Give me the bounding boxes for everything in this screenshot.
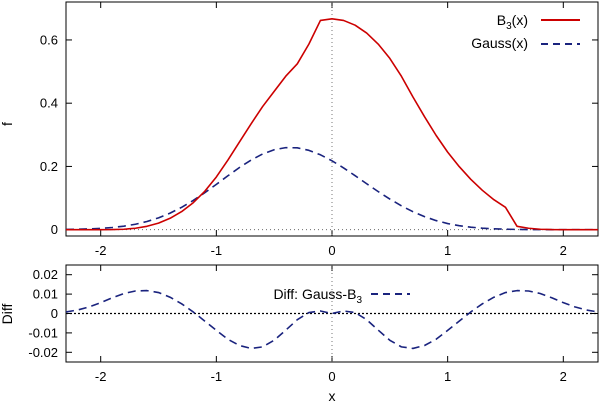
series-line-gauss [66,146,598,231]
bottom-y-axis-label: Diff [0,304,15,325]
top-y-axis-label: f [0,122,15,126]
y-tick-label-bottom-0: -0.02 [28,345,58,360]
x-tick-label-bottom-4: 2 [560,369,567,384]
series-line-b3 [66,18,598,231]
x-tick-label-top-3: 1 [444,243,451,258]
y-tick-label-top-1: 0.2 [40,159,58,174]
y-tick-label-top-0: 0 [51,222,58,237]
y-tick-label-bottom-4: 0.02 [33,267,58,282]
panel-bottom-plot: Diff x Diff: Gauss-B3 -2 -1 0 1 2 -0.02 -0.01 0… [0,264,599,404]
x-tick-label-bottom-1: -1 [211,369,223,384]
x-tick-label-top-4: 2 [560,243,567,258]
x-tick-label-bottom-0: -2 [95,369,107,384]
x-tick-label-bottom-3: 1 [444,369,451,384]
legend-label-b3: B3(x) [497,12,528,32]
y-tick-label-bottom-1: -0.01 [28,325,58,340]
legend-bottom: Diff: Gauss-B3 [273,286,410,306]
legend-top: B3(x) Gauss(x) [471,12,580,51]
y-tick-label-bottom-2: 0 [51,306,58,321]
x-tick-label-top-2: 0 [328,243,335,258]
x-tick-label-top-0: -2 [95,243,107,258]
panel-top-plot: f B3(x) Gauss(x) -2 -1 0 1 2 0 0.2 0.4 0.6 [0,1,599,258]
x-tick-label-bottom-2: 0 [328,369,335,384]
bottom-x-axis-label: x [329,388,336,404]
series-line-diff [66,289,598,350]
y-tick-label-bottom-3: 0.01 [33,287,58,302]
legend-label-gauss: Gauss(x) [471,35,528,51]
y-tick-label-top-3: 0.6 [40,32,58,47]
legend-label-diff: Diff: Gauss-B3 [273,286,362,306]
x-tick-label-top-1: -1 [211,243,223,258]
y-tick-label-top-2: 0.4 [40,96,58,111]
